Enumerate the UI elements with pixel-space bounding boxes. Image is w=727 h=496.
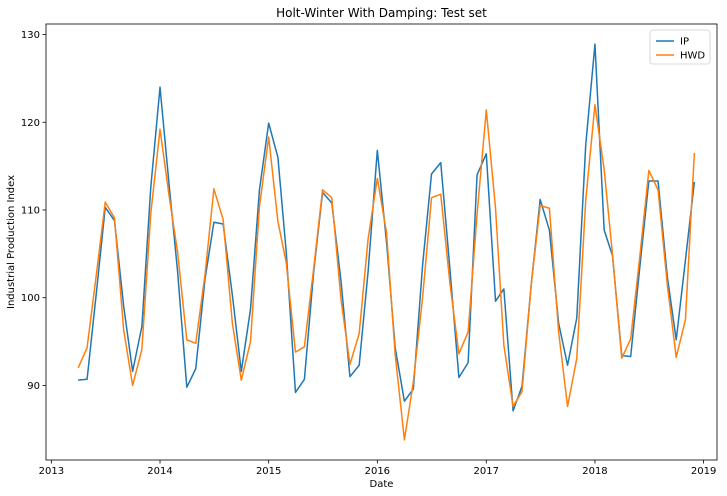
chart-title: Holt-Winter With Damping: Test set	[276, 6, 487, 20]
x-tick-label: 2015	[256, 466, 281, 477]
y-tick-label: 130	[21, 30, 40, 41]
x-tick-label: 2019	[691, 466, 716, 477]
plot-lines	[77, 43, 696, 441]
y-tick-label: 110	[21, 205, 40, 216]
y-tick-label: 90	[27, 381, 40, 392]
plot-frame	[45, 23, 718, 461]
x-tick-label: 2014	[147, 466, 172, 477]
x-axis-label: Date	[370, 479, 394, 490]
x-tick-label: 2016	[365, 466, 390, 477]
y-tick-label: 100	[21, 293, 40, 304]
y-tick-label: 120	[21, 118, 40, 129]
legend-label-hwd: HWD	[680, 51, 705, 62]
x-axis: 2013 2014 2015 2016 2017 2018 2019	[39, 460, 716, 477]
legend: IP HWD	[649, 29, 711, 65]
legend-label-ip: IP	[680, 37, 689, 48]
x-tick-label: 2013	[39, 466, 64, 477]
series-line-hwd	[77, 103, 696, 441]
y-axis: 90 100 110 120 130	[21, 30, 46, 392]
x-tick-label: 2018	[582, 466, 607, 477]
x-tick-label: 2017	[474, 466, 499, 477]
y-axis-label: Industrial Production Index	[6, 175, 17, 309]
